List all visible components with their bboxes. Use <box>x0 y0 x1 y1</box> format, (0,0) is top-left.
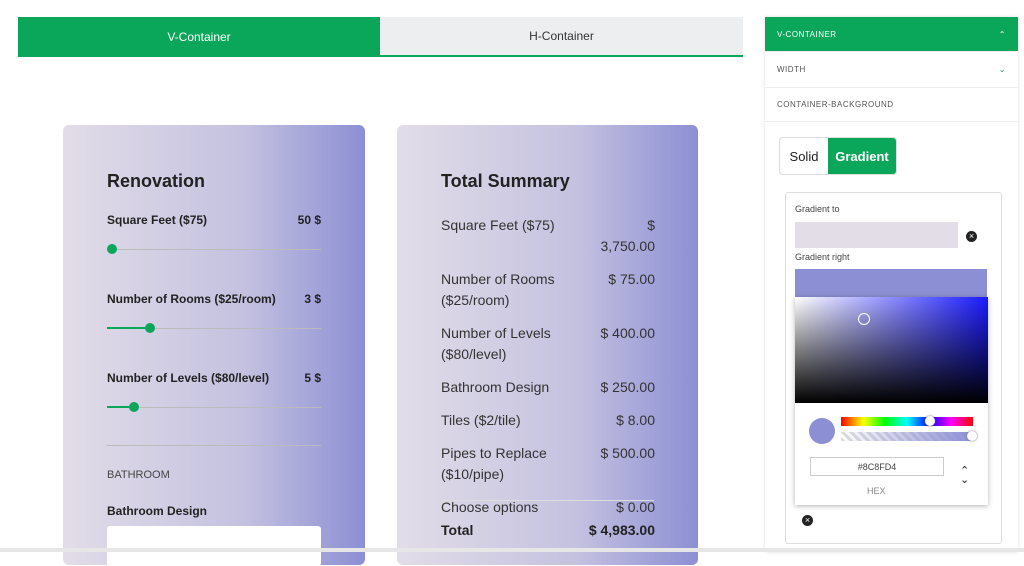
alpha-slider[interactable] <box>841 432 973 441</box>
row-label: Pipes to Replace ($10/pipe) <box>441 445 547 482</box>
slider-thumb[interactable] <box>129 402 139 412</box>
summary-row: Number of Levels ($80/level) $ 400.00 <box>441 323 661 365</box>
item-label: CONTAINER-BACKGROUND <box>777 100 894 109</box>
mode-toggle: Solid Gradient <box>779 137 897 175</box>
picker-cursor[interactable] <box>858 313 870 325</box>
color-input[interactable] <box>795 222 958 248</box>
color-swatch <box>809 418 835 444</box>
slider-track[interactable] <box>107 407 321 408</box>
panel-title: V-CONTAINER <box>777 29 837 39</box>
slider-thumb[interactable] <box>107 244 117 254</box>
tab[interactable]: V-Container <box>18 17 380 57</box>
field-label: Gradient right <box>795 252 850 262</box>
row-value: $ 75.00 <box>608 271 655 287</box>
summary-row: Square Feet ($75) $ 3,750.00 <box>441 215 661 257</box>
scrollbar <box>0 548 1024 552</box>
row-label: Tiles ($2/tile) <box>441 412 521 428</box>
gradient-box <box>785 192 1002 544</box>
panel-header[interactable]: V-CONTAINER ⌃ <box>765 17 1018 52</box>
page: {"tabs": ["V-Container", "H-Container"],… <box>0 17 1024 565</box>
slider-value: 50 $ <box>297 213 321 227</box>
row-value: $ 3,750.00 <box>600 217 656 254</box>
row-value: $ 250.00 <box>600 379 656 395</box>
row-label: Choose options <box>441 499 539 515</box>
total-label: Total <box>441 522 474 538</box>
mode-button[interactable]: Gradient <box>828 138 896 174</box>
slider-label: Square Feet ($75) <box>107 213 208 227</box>
summary-rows: Square Feet ($75) $ 3,750.00 Number of Roo… <box>441 215 661 530</box>
row-label: Square Feet ($75) <box>441 217 555 233</box>
item-label: WIDTH <box>777 65 806 74</box>
row-label: Bathroom Design <box>441 379 550 395</box>
close-icon[interactable]: × <box>802 515 813 526</box>
slider-value: 5 $ <box>304 371 321 385</box>
summary-row: Bathroom Design $ 250.00 <box>441 377 661 398</box>
field-label: Bathroom Design <box>107 504 208 518</box>
mode-button[interactable]: Solid <box>789 148 819 164</box>
slider-label: Number of Levels ($80/level) <box>107 371 270 385</box>
divider <box>107 445 321 446</box>
expand-icon: ⌄ <box>998 65 1006 74</box>
summary-row: Number of Rooms ($25/room) $ 75.00 <box>441 269 661 311</box>
saturation-area[interactable] <box>795 297 988 403</box>
collapse-icon: ⌃ <box>998 29 1006 39</box>
color-picker: #8C8FD4 HEX ⌃ ⌄ <box>795 297 988 505</box>
field-label: Gradient to <box>795 204 840 214</box>
slider-fill <box>107 327 145 329</box>
summary-row: Choose options $ 0.00 <box>441 497 661 518</box>
hue-thumb[interactable] <box>925 416 935 426</box>
slider-thumb[interactable] <box>145 323 155 333</box>
section-label: BATHROOM <box>107 469 170 481</box>
color-input[interactable] <box>795 269 987 297</box>
card-title: Renovation <box>107 171 206 191</box>
row-value: $ 500.00 <box>600 445 656 461</box>
tab[interactable]: H-Container <box>380 17 743 57</box>
total-value: $ 4,983.00 <box>588 522 655 538</box>
slider-label: Number of Rooms ($25/room) <box>107 292 276 306</box>
select[interactable] <box>107 526 321 566</box>
slider-value: 3 $ <box>304 292 321 306</box>
panel-item[interactable]: WIDTH ⌄ <box>765 52 1018 88</box>
calculator-card: Renovation Square Feet ($75) 50 $ Number o… <box>63 125 365 566</box>
total-row: Total $ 4,983.00 <box>441 522 655 538</box>
hex-input[interactable]: #8C8FD4 <box>810 457 944 476</box>
summary-row: Tiles ($2/tile) $ 8.00 <box>441 410 661 431</box>
summary-card: Total Summary Square Feet ($75) $ 3,750.0… <box>397 125 698 565</box>
format-toggle[interactable]: ⌃ ⌄ <box>960 465 970 486</box>
row-value: $ 0.00 <box>616 499 655 515</box>
clear-icon[interactable]: × <box>966 231 977 242</box>
summary-row: Pipes to Replace ($10/pipe) $ 500.00 <box>441 443 661 485</box>
slider-track[interactable] <box>107 249 321 250</box>
slider-fill <box>107 406 129 408</box>
row-label: Number of Rooms ($25/room) <box>441 271 555 308</box>
hue-slider[interactable] <box>841 417 973 426</box>
divider <box>441 500 654 501</box>
alpha-thumb[interactable] <box>967 431 977 441</box>
hex-label: HEX <box>867 486 886 496</box>
slider-track[interactable] <box>107 328 321 329</box>
card-title: Total Summary <box>441 171 570 191</box>
row-label: Number of Levels ($80/level) <box>441 325 551 362</box>
row-value: $ 8.00 <box>616 412 655 428</box>
panel-item[interactable]: CONTAINER-BACKGROUND <box>765 88 1018 122</box>
row-value: $ 400.00 <box>600 325 656 341</box>
